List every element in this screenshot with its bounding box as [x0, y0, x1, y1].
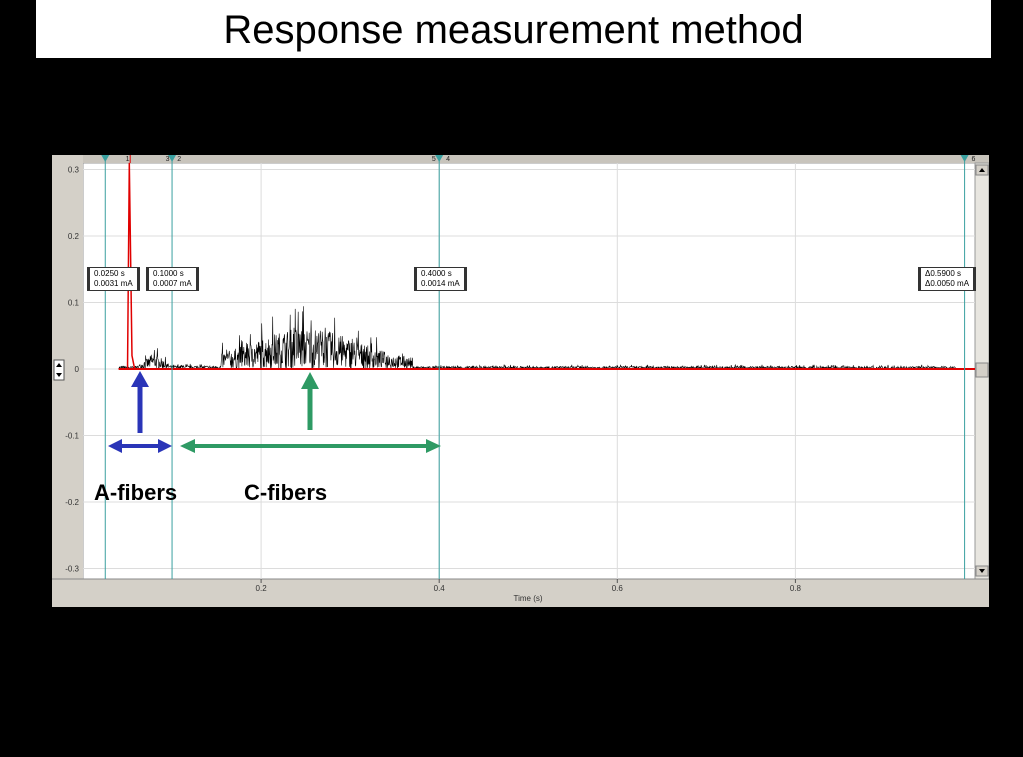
slide-title: Response measurement method — [223, 8, 804, 52]
cursor-number: 6 — [972, 156, 976, 163]
readout-time: 0.4000 s — [421, 269, 452, 278]
arrow-up-icon — [131, 371, 149, 387]
y-tick-label: -0.3 — [65, 565, 79, 574]
y-axis-panel — [52, 155, 83, 607]
a-fibers-label: A-fibers — [94, 480, 178, 505]
y-tick-label: 0 — [75, 365, 80, 374]
readout-box-2[interactable]: 0.1000 s 0.0007 mA — [148, 267, 197, 291]
c-fibers-label: C-fibers — [244, 480, 328, 505]
readout-box-4[interactable]: Δ0.5900 s Δ0.0050 mA — [920, 267, 975, 291]
readout-box-1[interactable]: 0.0250 s 0.0031 mA — [89, 267, 138, 291]
sweep-status: Sweep:1 Visible:20 of 20 — [897, 748, 985, 757]
arrow-left-icon — [180, 439, 195, 453]
cursor-number: 5 — [432, 156, 436, 163]
zoom-in-icon — [56, 363, 62, 367]
y-tick-label: 0.1 — [68, 299, 80, 308]
plot-area — [82, 162, 976, 580]
readout-value: 0.0031 mA — [94, 279, 133, 288]
readout-time: 0.1000 s — [153, 269, 184, 278]
scroll-up-icon — [979, 168, 985, 172]
readout-value: Δ0.0050 mA — [925, 279, 970, 288]
cursor-handle-icon[interactable] — [101, 155, 110, 162]
x-tick-label: 0.8 — [790, 584, 802, 593]
readout-time: Δ0.5900 s — [925, 269, 962, 278]
cursor-number: 4 — [446, 156, 450, 163]
cursor-handle-icon[interactable] — [960, 155, 969, 162]
cursor-number: 3 — [166, 156, 170, 163]
readout-value: 0.0007 mA — [153, 279, 192, 288]
cursor-number: 2 — [177, 156, 181, 163]
scroll-down-icon — [979, 569, 985, 573]
y-tick-label: -0.1 — [65, 432, 79, 441]
arrow-right-icon — [426, 439, 441, 453]
x-axis-label: Time (s) — [513, 594, 542, 603]
readout-value: 0.0014 mA — [421, 279, 460, 288]
y-zoom-control[interactable] — [53, 359, 65, 381]
cursor-handle-icon[interactable] — [435, 155, 444, 162]
y-tick-label: 0.3 — [68, 166, 80, 175]
stimulus-artifact — [126, 162, 136, 370]
cursor-number: 1 — [126, 156, 130, 163]
y-tick-label: -0.2 — [65, 498, 79, 507]
arrow-up-icon — [301, 372, 319, 389]
arrow-right-icon — [158, 439, 172, 453]
readout-time: 0.0250 s — [94, 269, 125, 278]
cursor-handle-icon[interactable] — [168, 155, 177, 162]
title-banner: Response measurement method — [36, 0, 991, 58]
x-axis-panel — [52, 579, 989, 607]
zoom-out-icon — [56, 373, 62, 377]
x-tick-label: 0.4 — [434, 584, 446, 593]
readout-box-3[interactable]: 0.4000 s 0.0014 mA — [416, 267, 465, 291]
cursor-strip — [83, 155, 989, 163]
scroll-thumb[interactable] — [975, 362, 989, 378]
arrow-left-icon — [108, 439, 122, 453]
x-tick-label: 0.6 — [612, 584, 624, 593]
y-tick-label: 0.2 — [68, 232, 80, 241]
x-tick-label: 0.2 — [256, 584, 268, 593]
